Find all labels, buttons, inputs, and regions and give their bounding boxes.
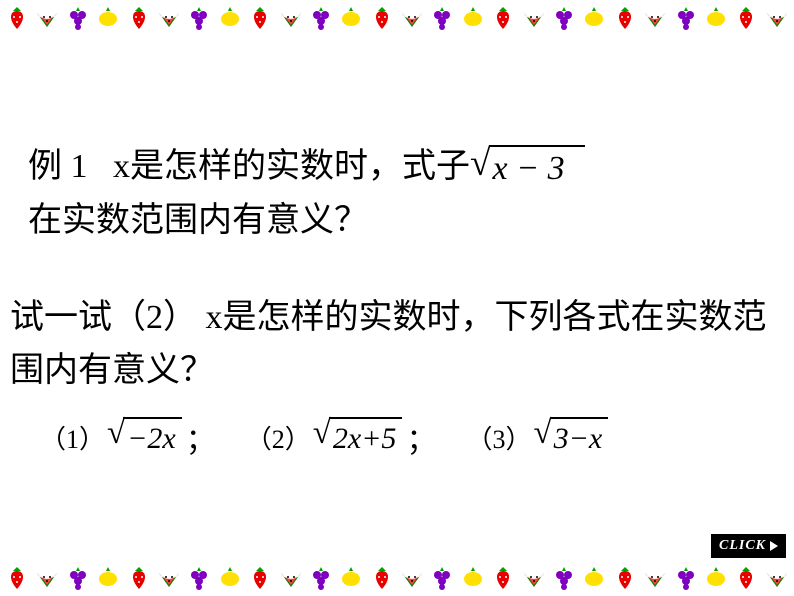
grape-icon xyxy=(429,5,455,31)
formula-3-num: （3） xyxy=(466,419,531,456)
click-button[interactable]: CLICK xyxy=(711,534,786,558)
watermelon-icon xyxy=(642,5,668,31)
watermelon-icon xyxy=(764,5,790,31)
strawberry-icon xyxy=(4,565,30,591)
formula-2-trail: ； xyxy=(406,415,436,459)
strawberry-icon xyxy=(4,5,30,31)
grape-icon xyxy=(186,5,212,31)
watermelon-icon xyxy=(156,5,182,31)
example-text-after: 在实数范围内有意义？ xyxy=(28,194,768,248)
grape-icon xyxy=(551,565,577,591)
grape-icon xyxy=(65,565,91,591)
strawberry-icon xyxy=(126,565,152,591)
formula-2-sqrt: √ 2x+5 xyxy=(313,417,403,457)
strawberry-icon xyxy=(126,5,152,31)
lemon-icon xyxy=(703,5,729,31)
watermelon-icon xyxy=(34,565,60,591)
formula-2: （2） √ 2x+5 ； xyxy=(246,415,437,459)
tryit-block: 试一试（2） x是怎样的实数时，下列各式在实数范围内有意义？ xyxy=(10,292,780,397)
watermelon-icon xyxy=(764,565,790,591)
strawberry-icon xyxy=(247,5,273,31)
lemon-icon xyxy=(703,565,729,591)
grape-icon xyxy=(308,5,334,31)
example-text-before: x是怎样的实数时，式子 xyxy=(113,140,470,194)
watermelon-icon xyxy=(278,5,304,31)
lemon-icon xyxy=(338,565,364,591)
strawberry-icon xyxy=(733,565,759,591)
formula-3-radicand: 3−x xyxy=(550,417,609,457)
watermelon-icon xyxy=(642,565,668,591)
formula-2-radicand: 2x+5 xyxy=(329,417,403,457)
lemon-icon xyxy=(217,565,243,591)
watermelon-icon xyxy=(399,565,425,591)
watermelon-icon xyxy=(278,565,304,591)
grape-icon xyxy=(673,565,699,591)
strawberry-icon xyxy=(490,5,516,31)
formula-1-trail: ； xyxy=(186,415,216,459)
watermelon-icon xyxy=(34,5,60,31)
example-sqrt: √ x − 3 xyxy=(470,145,585,190)
strawberry-icon xyxy=(490,565,516,591)
lemon-icon xyxy=(95,565,121,591)
strawberry-icon xyxy=(369,5,395,31)
watermelon-icon xyxy=(399,5,425,31)
formula-1-sqrt: √ −2x xyxy=(107,417,182,457)
example-radicand: x − 3 xyxy=(489,145,585,190)
formula-1-radicand: −2x xyxy=(123,417,182,457)
lemon-icon xyxy=(338,5,364,31)
example-label: 例 1 xyxy=(28,140,88,194)
strawberry-icon xyxy=(733,5,759,31)
click-label: CLICK xyxy=(719,538,766,554)
lemon-icon xyxy=(217,5,243,31)
formula-2-num: （2） xyxy=(246,419,311,456)
watermelon-icon xyxy=(156,565,182,591)
grape-icon xyxy=(186,565,212,591)
grape-icon xyxy=(673,5,699,31)
grape-icon xyxy=(308,565,334,591)
grape-icon xyxy=(429,565,455,591)
arrow-icon xyxy=(770,541,778,551)
formula-row: （1） √ −2x ； （2） √ 2x+5 ； （3） √ 3−x xyxy=(40,415,760,459)
formula-1-num: （1） xyxy=(40,419,105,456)
watermelon-icon xyxy=(521,5,547,31)
strawberry-icon xyxy=(612,565,638,591)
strawberry-icon xyxy=(612,5,638,31)
lemon-icon xyxy=(460,565,486,591)
strawberry-icon xyxy=(247,565,273,591)
lemon-icon xyxy=(581,565,607,591)
formula-3: （3） √ 3−x xyxy=(466,417,612,457)
fruit-border-bottom xyxy=(0,560,794,596)
fruit-border-top xyxy=(0,0,794,36)
tryit-label: 试一试（2） xyxy=(10,299,197,336)
grape-icon xyxy=(65,5,91,31)
formula-3-sqrt: √ 3−x xyxy=(533,417,608,457)
grape-icon xyxy=(551,5,577,31)
watermelon-icon xyxy=(521,565,547,591)
formula-1: （1） √ −2x ； xyxy=(40,415,216,459)
lemon-icon xyxy=(460,5,486,31)
strawberry-icon xyxy=(369,565,395,591)
lemon-icon xyxy=(95,5,121,31)
lemon-icon xyxy=(581,5,607,31)
example-block: 例 1 x是怎样的实数时，式子 √ x − 3 在实数范围内有意义？ xyxy=(28,140,768,249)
